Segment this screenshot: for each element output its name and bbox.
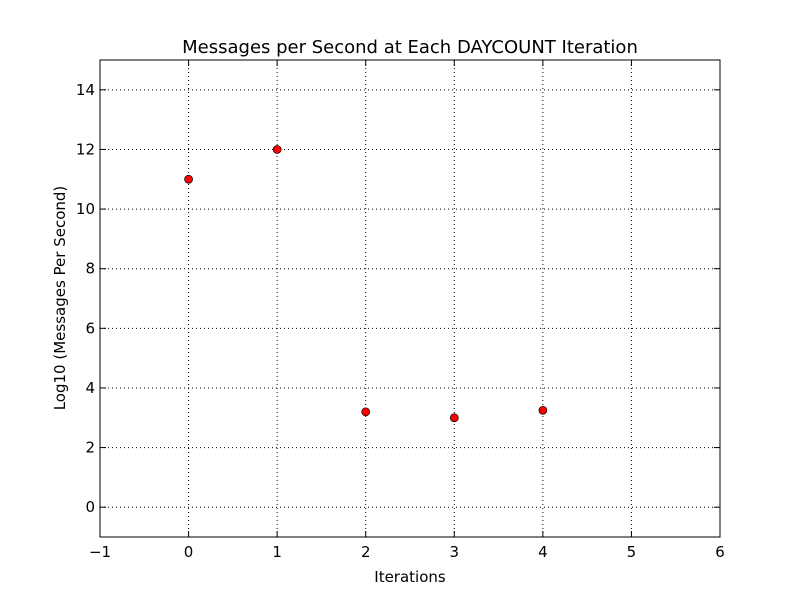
data-points (184, 145, 548, 423)
x-tick-label: 6 (715, 543, 725, 561)
x-tick-label: 4 (538, 543, 548, 561)
y-tick-label: 12 (76, 140, 95, 158)
y-tick-label: 6 (85, 319, 95, 337)
y-tick-label: 2 (85, 439, 95, 457)
grid-lines (100, 60, 720, 537)
x-tick-label: 2 (361, 543, 371, 561)
x-axis-ticks: −1 0 1 2 3 4 5 6 (89, 60, 725, 561)
x-tick-label: 3 (450, 543, 460, 561)
y-tick-label: 8 (85, 260, 95, 278)
y-tick-label: 14 (76, 81, 95, 99)
x-axis-label: Iterations (374, 568, 446, 586)
data-point (272, 145, 282, 154)
data-point (184, 174, 193, 184)
y-tick-label: 4 (85, 379, 95, 397)
y-axis-label: Log10 (Messages Per Second) (51, 186, 69, 411)
data-point (538, 405, 548, 415)
plot-area-frame (99, 59, 721, 538)
y-tick-label: 0 (85, 498, 95, 516)
x-tick-label: 1 (272, 543, 282, 561)
chart-title: Messages per Second at Each DAYCOUNT Ite… (182, 37, 638, 58)
x-tick-label: −1 (89, 543, 111, 561)
data-point (449, 413, 459, 423)
x-tick-label: 0 (184, 543, 194, 561)
data-point (361, 407, 371, 417)
y-tick-label: 10 (76, 200, 95, 218)
x-tick-label: 5 (627, 543, 637, 561)
y-axis-ticks: 0 2 4 6 8 10 12 14 (76, 81, 720, 516)
